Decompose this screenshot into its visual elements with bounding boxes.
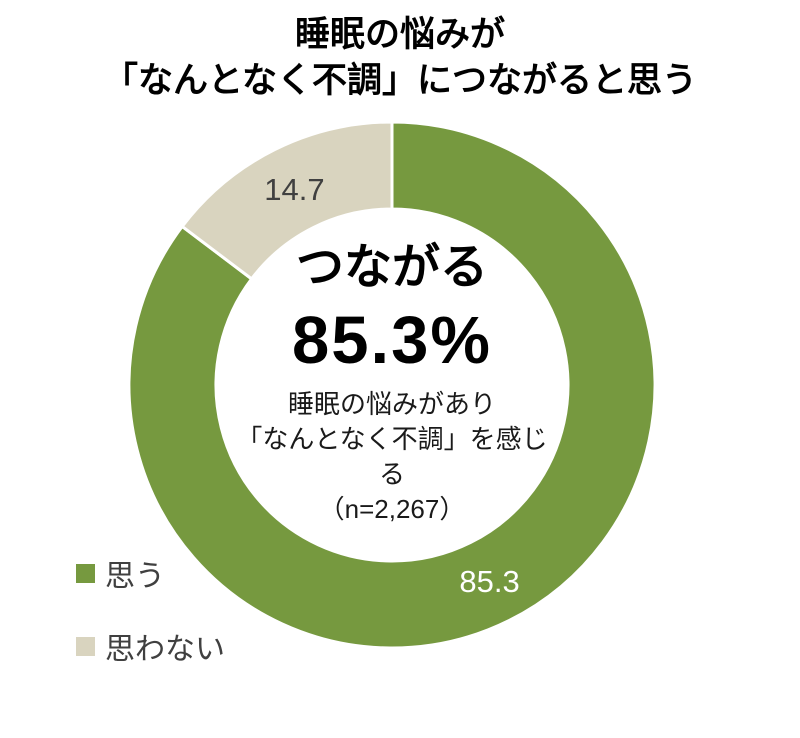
legend: 思う 思わない xyxy=(76,551,225,697)
center-headline: つながる xyxy=(295,241,488,294)
legend-item-omou: 思う xyxy=(76,551,225,595)
chart-title-line2: 「なんとなく不調」につながると思う xyxy=(103,61,697,100)
slice-value-label-1: 14.7 xyxy=(264,172,324,207)
center-sub-line1: 睡眠の悩みがあり xyxy=(287,389,496,419)
chart-title-line1: 睡眠の悩みが xyxy=(294,15,505,54)
legend-swatch-omou xyxy=(76,563,95,583)
donut-slice-0 xyxy=(127,120,657,650)
center-sub-line2: 「なんとなく不調」を感じる xyxy=(236,424,548,489)
legend-label-omou: 思う xyxy=(105,560,165,593)
legend-swatch-omowanai xyxy=(76,636,95,656)
slice-value-label-0: 85.3 xyxy=(459,564,519,599)
center-percent-value: 85.3% xyxy=(292,303,492,378)
center-sub-line3: （n=2,267） xyxy=(318,494,466,524)
chart-title: 睡眠の悩みが 「なんとなく不調」につながると思う xyxy=(0,12,800,104)
donut-slice-1 xyxy=(180,120,394,281)
legend-label-omowanai: 思わない xyxy=(105,633,225,666)
legend-item-omowanai: 思わない xyxy=(76,624,225,668)
donut-center-annotation: つながる 85.3% 睡眠の悩みがあり 「なんとなく不調」を感じる （n=2,2… xyxy=(227,241,557,527)
